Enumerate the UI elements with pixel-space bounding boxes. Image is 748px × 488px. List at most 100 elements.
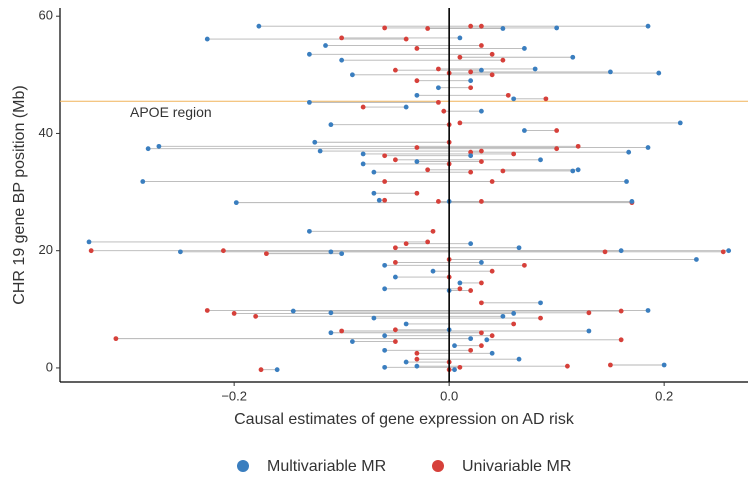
point <box>468 153 474 159</box>
point <box>468 169 474 175</box>
point <box>479 23 484 29</box>
legend-marker <box>237 460 249 472</box>
point <box>720 249 726 255</box>
point <box>360 104 366 110</box>
point <box>307 99 312 105</box>
point <box>145 146 151 152</box>
point <box>393 245 398 251</box>
point <box>511 311 517 316</box>
point <box>538 157 543 163</box>
point <box>468 78 474 84</box>
point <box>522 46 527 51</box>
point <box>575 143 581 149</box>
point <box>538 300 543 306</box>
point <box>468 336 474 342</box>
point <box>479 199 484 204</box>
point <box>382 197 388 203</box>
point <box>382 333 388 339</box>
point <box>256 23 262 29</box>
point <box>626 149 632 155</box>
point <box>360 151 366 157</box>
point <box>339 328 345 334</box>
x-tick-label: −0.2 <box>221 388 247 403</box>
point <box>328 330 334 336</box>
point <box>468 241 474 247</box>
reference-label: APOE region <box>130 104 212 120</box>
point <box>656 70 662 76</box>
point <box>393 339 398 344</box>
point <box>382 153 388 159</box>
point <box>425 167 431 173</box>
point <box>457 280 463 286</box>
point <box>339 35 345 41</box>
point <box>382 262 388 268</box>
y-axis-title: CHR 19 gene BP position (Mb) <box>11 85 28 304</box>
point <box>602 249 608 255</box>
point <box>500 313 506 319</box>
y-tick-label: 20 <box>39 242 53 257</box>
point <box>645 23 651 29</box>
point <box>479 43 484 48</box>
point <box>484 337 490 343</box>
x-tick-label: 0.2 <box>655 388 673 403</box>
point <box>403 104 409 110</box>
point <box>516 356 522 362</box>
point <box>575 167 581 173</box>
point <box>156 143 162 149</box>
point <box>350 72 355 78</box>
point <box>323 43 328 48</box>
point <box>307 228 312 234</box>
point <box>489 268 495 274</box>
point <box>403 241 409 247</box>
point <box>441 108 447 114</box>
point <box>489 350 495 356</box>
point <box>468 347 474 353</box>
point <box>430 228 436 234</box>
point <box>661 362 667 368</box>
y-tick-label: 60 <box>39 8 53 23</box>
point <box>500 57 506 63</box>
point <box>468 85 474 91</box>
y-tick-label: 40 <box>39 125 53 140</box>
point <box>468 69 474 75</box>
point <box>414 190 420 196</box>
point <box>608 69 613 75</box>
point <box>468 149 474 155</box>
point <box>511 151 517 157</box>
point <box>500 168 506 174</box>
point <box>233 200 239 206</box>
point <box>350 339 355 344</box>
point <box>414 145 420 150</box>
point <box>253 313 259 319</box>
point <box>629 199 635 204</box>
point <box>479 260 484 265</box>
point <box>414 46 420 51</box>
point <box>140 179 146 184</box>
point <box>618 337 624 343</box>
point <box>382 364 388 370</box>
point <box>371 169 377 175</box>
x-tick-label: 0.0 <box>440 388 458 403</box>
point <box>522 128 527 133</box>
point <box>489 72 495 78</box>
point <box>371 190 377 196</box>
point <box>457 54 463 60</box>
point <box>677 120 683 126</box>
point <box>178 249 183 255</box>
point <box>328 122 334 128</box>
legend-label: Univariable MR <box>462 458 571 475</box>
point <box>436 66 441 72</box>
point <box>436 99 441 105</box>
point <box>554 128 560 133</box>
point <box>393 67 398 73</box>
point <box>479 343 484 349</box>
point <box>393 157 398 163</box>
point <box>479 300 484 306</box>
point <box>312 139 318 145</box>
point <box>204 36 210 42</box>
point <box>403 321 409 327</box>
point <box>382 286 388 292</box>
point <box>522 262 527 268</box>
point <box>425 26 431 31</box>
